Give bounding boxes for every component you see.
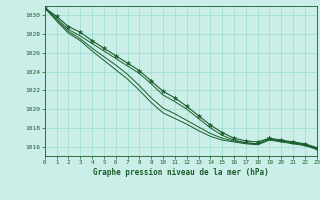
X-axis label: Graphe pression niveau de la mer (hPa): Graphe pression niveau de la mer (hPa) (93, 168, 269, 177)
